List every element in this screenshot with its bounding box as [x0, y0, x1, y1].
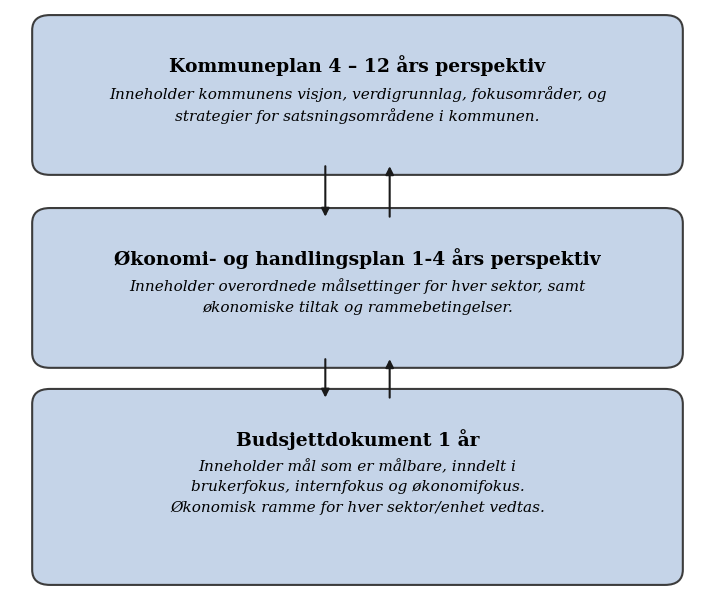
- Text: Inneholder overordnede målsettinger for hver sektor, samt
økonomiske tiltak og r: Inneholder overordnede målsettinger for …: [129, 279, 586, 315]
- Text: Økonomi- og handlingsplan 1-4 års perspektiv: Økonomi- og handlingsplan 1-4 års perspe…: [114, 248, 601, 270]
- Text: Kommuneplan 4 – 12 års perspektiv: Kommuneplan 4 – 12 års perspektiv: [169, 55, 546, 77]
- Text: Inneholder kommunens visjon, verdigrunnlag, fokusområder, og
strategier for sats: Inneholder kommunens visjon, verdigrunnl…: [109, 86, 606, 124]
- FancyBboxPatch shape: [32, 15, 683, 175]
- Text: Budsjettdokument 1 år: Budsjettdokument 1 år: [236, 429, 479, 450]
- FancyBboxPatch shape: [32, 208, 683, 368]
- FancyBboxPatch shape: [32, 389, 683, 585]
- Text: Inneholder mål som er målbare, inndelt i
brukerfokus, internfokus og økonomifoku: Inneholder mål som er målbare, inndelt i…: [170, 459, 545, 514]
